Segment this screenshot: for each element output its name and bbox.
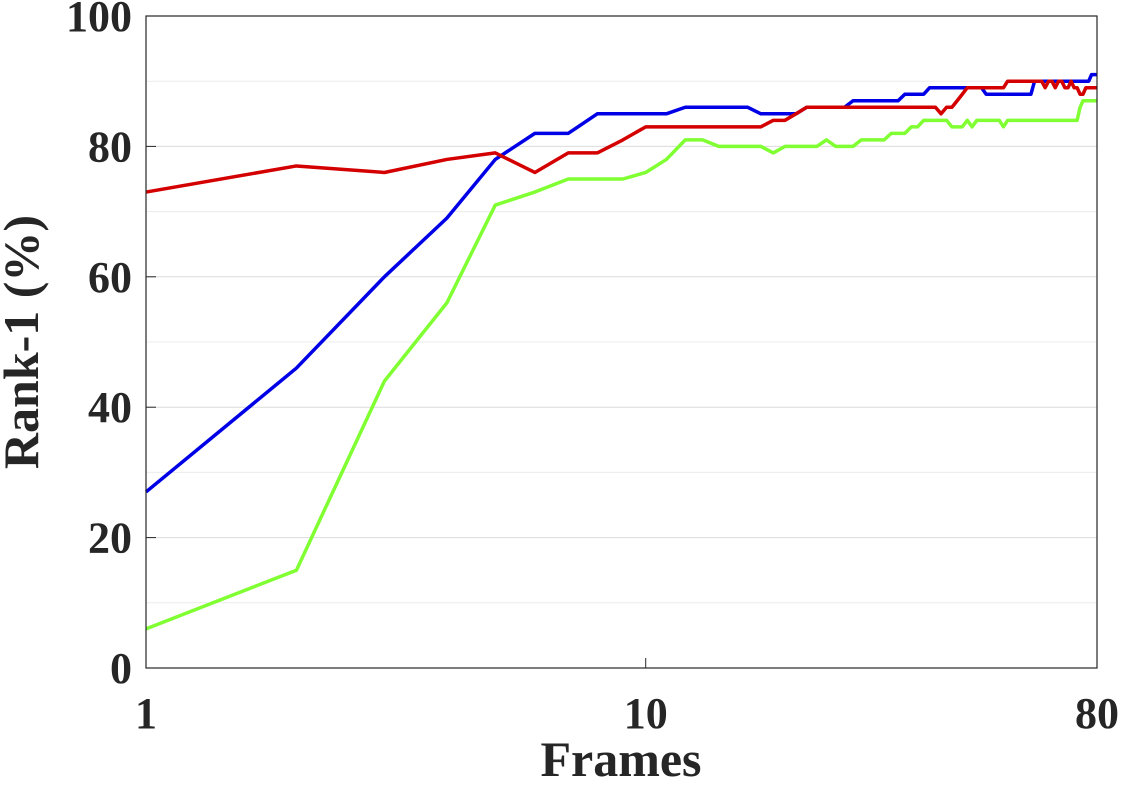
plot-frame <box>145 15 1098 669</box>
y-tick-label: 20 <box>88 514 132 563</box>
series-line <box>145 99 1097 631</box>
y-tick-label: 80 <box>88 122 132 171</box>
x-tick-label: 80 <box>1075 689 1119 738</box>
x-axis-label: Frames <box>540 731 701 787</box>
series-line <box>145 79 1097 194</box>
y-tick-label: 60 <box>88 253 132 302</box>
x-tick-label: 1 <box>135 689 157 738</box>
y-tick-label: 100 <box>66 0 132 41</box>
y-axis-label: Rank-1 (%) <box>0 215 49 469</box>
y-tick-label: 0 <box>110 644 132 693</box>
x-tick-label: 10 <box>624 689 668 738</box>
series-line <box>144 72 1097 494</box>
y-tick-label: 40 <box>88 383 132 432</box>
